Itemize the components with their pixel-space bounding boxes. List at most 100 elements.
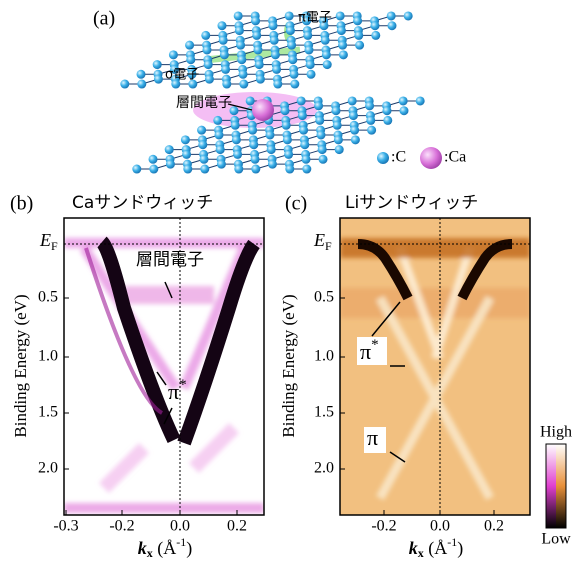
carbon-atom [246, 96, 255, 105]
carbon-atom [314, 101, 323, 110]
carbon-atom [239, 70, 248, 79]
carbon-atom [350, 126, 359, 135]
colorbar-low: Low [541, 531, 571, 548]
y-tick-label: 0.5 [314, 289, 334, 306]
panel-title: Caサンドウィッチ [72, 193, 213, 213]
panel-title: Liサンドウィッチ [345, 193, 478, 213]
carbon-atom [266, 131, 275, 140]
y-tick-label: 1.0 [314, 348, 334, 365]
carbon-atom [200, 155, 209, 164]
carbon-atom [239, 80, 248, 89]
y-tick-label: 0.5 [38, 289, 58, 306]
carbon-atom [153, 60, 162, 69]
x-tick-label: 0.0 [170, 518, 190, 535]
carbon-atom [267, 145, 276, 154]
x-tick-label: -0.3 [53, 518, 78, 535]
x-tick-label: 0.2 [227, 518, 247, 535]
carbon-atom [154, 75, 163, 84]
x-axis-label: kx (Å-1) [409, 535, 464, 560]
ef-label: EF [313, 230, 332, 253]
ca-atom [252, 99, 274, 121]
carbon-atom [201, 31, 210, 40]
y-tick-label: 1.5 [314, 404, 334, 421]
carbon-atom [217, 21, 226, 30]
carbon-atom [302, 165, 311, 174]
carbon-atom [271, 50, 280, 59]
legend-ca: :Ca [444, 149, 466, 166]
carbon-atom [303, 31, 312, 40]
carbon-atom [236, 41, 245, 50]
carbon-atom [366, 116, 375, 125]
carbon-atom [231, 121, 240, 130]
pi-electron-label: π電子 [298, 11, 332, 26]
carbon-atom [288, 55, 297, 64]
carbon-atom [280, 106, 289, 115]
carbon-atom [354, 31, 363, 40]
carbon-atom [165, 145, 174, 154]
carbon-atom [183, 165, 192, 174]
page: {"panel_a": {"label": "(a)", "pi_electro… [0, 0, 579, 570]
carbon-atom [213, 116, 222, 125]
panel-b: (b) Caサンドウィッチ EF 層間電子 π* Binding Energy … [10, 193, 264, 560]
legend-ca-marker [420, 147, 442, 169]
carbon-atom [285, 165, 294, 174]
carbon-atom [149, 155, 158, 164]
ef-label: EF [39, 230, 58, 253]
carbon-atom [339, 50, 348, 59]
carbon-atom [290, 80, 299, 89]
carbon-atom [235, 26, 244, 35]
carbon-atom [282, 121, 291, 130]
carbon-atom [217, 160, 226, 169]
carbon-atom [338, 41, 347, 50]
carbon-atom [318, 145, 327, 154]
carbon-atom [149, 165, 158, 174]
carbon-atom [290, 70, 299, 79]
carbon-atom [132, 165, 141, 174]
carbon-atom [387, 11, 396, 20]
colorbar-orange [556, 444, 566, 528]
carbon-atom [251, 16, 260, 25]
carbon-atom [371, 31, 380, 40]
carbon-atom [287, 41, 296, 50]
carbon-atom [200, 165, 209, 174]
carbon-atom [186, 55, 195, 64]
x-tick-label: 0.0 [430, 518, 450, 535]
carbon-atom [351, 135, 360, 144]
colorbar-magenta [546, 444, 556, 528]
carbon-atom [185, 41, 194, 50]
carbon-atom [404, 11, 413, 20]
carbon-atom [323, 60, 332, 69]
carbon-atom [302, 155, 311, 164]
carbon-atom [297, 96, 306, 105]
y-tick-label: 1.5 [38, 404, 58, 421]
carbon-atom [349, 111, 358, 120]
carbon-atom [298, 111, 307, 120]
carbon-atom [234, 11, 243, 20]
x-tick-label: 0.2 [484, 518, 504, 535]
carbon-atom [299, 126, 308, 135]
carbon-atom [355, 41, 364, 50]
carbon-atom [166, 160, 175, 169]
panel-label: (c) [285, 193, 307, 215]
carbon-atom [273, 80, 282, 89]
carbon-atom [197, 126, 206, 135]
carbon-atom [181, 135, 190, 144]
y-tick-label: 2.0 [38, 460, 58, 477]
carbon-atom [268, 160, 277, 169]
panel-label: (b) [10, 193, 33, 215]
x-tick-label: -0.2 [371, 518, 396, 535]
carbon-atom [251, 165, 260, 174]
carbon-atom [399, 106, 408, 115]
carbon-atom [204, 60, 213, 69]
carbon-atom [315, 116, 324, 125]
carbon-atom [336, 11, 345, 20]
carbon-atom [335, 145, 344, 154]
carbon-atom [215, 131, 224, 140]
carbon-atom [205, 75, 214, 84]
carbon-atom [283, 135, 292, 144]
carbon-atom [319, 155, 328, 164]
carbon-atom [317, 131, 326, 140]
carbon-atom [370, 21, 379, 30]
carbon-atom [237, 55, 246, 64]
carbon-atom [321, 36, 330, 45]
